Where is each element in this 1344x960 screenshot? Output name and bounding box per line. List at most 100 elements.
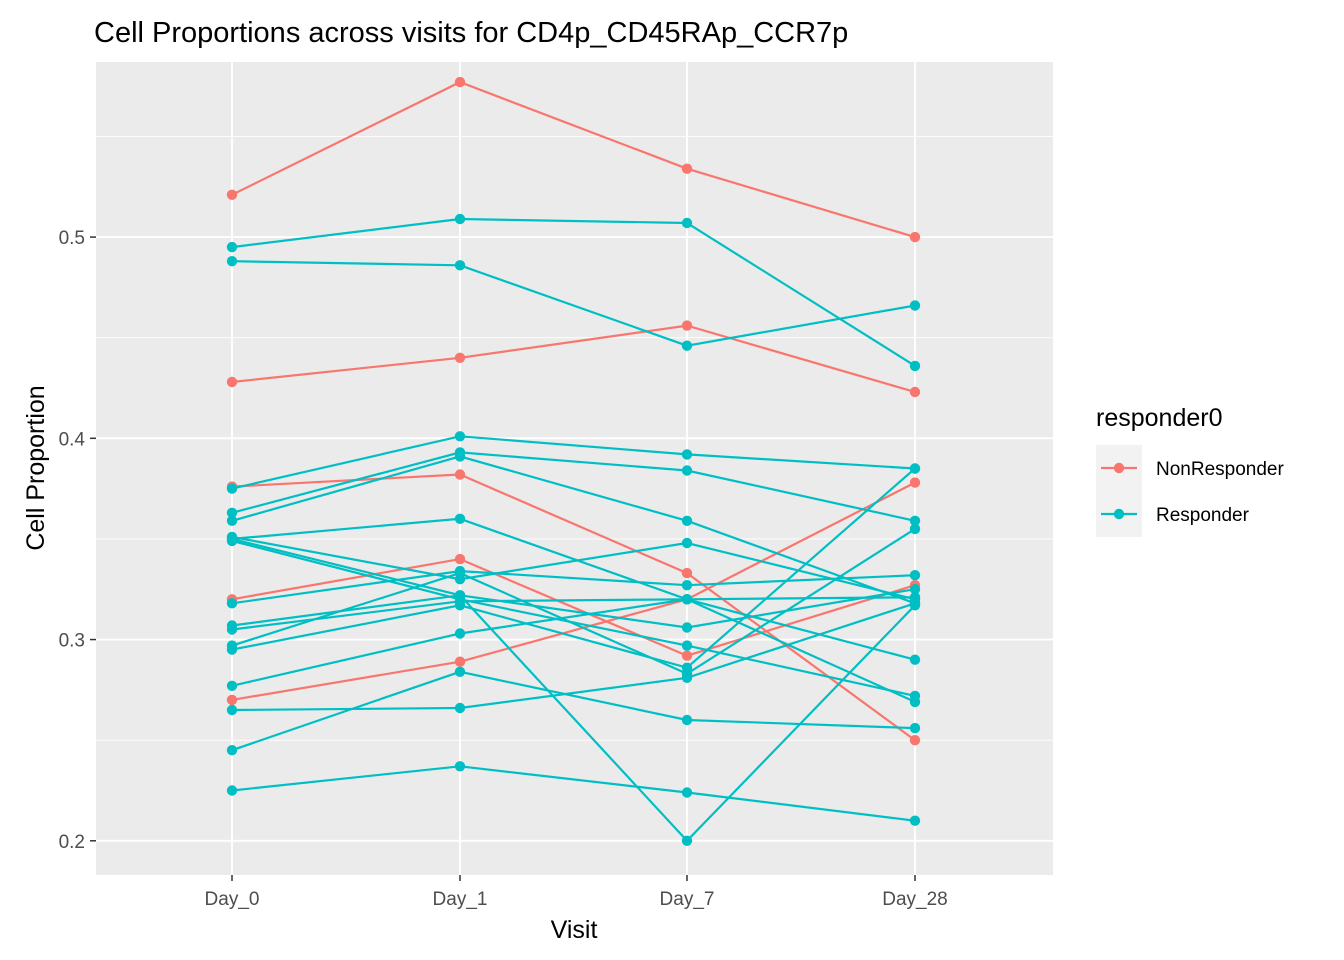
series-line (231, 80, 916, 239)
data-point (681, 622, 693, 633)
legend-title: responder0 (1096, 404, 1222, 432)
data-point (681, 217, 693, 229)
data-point (454, 451, 466, 462)
data-point (681, 340, 693, 351)
x-axis-title: Visit (551, 916, 598, 944)
data-point (681, 650, 693, 661)
data-point (454, 553, 466, 565)
data-point (909, 523, 921, 535)
series-line (231, 557, 916, 657)
legend-entry-label: NonResponder (1156, 459, 1284, 480)
series-line (231, 473, 916, 742)
series-line (231, 260, 916, 347)
plot-panel (96, 62, 1053, 875)
data-point (909, 515, 921, 526)
data-point (909, 300, 921, 311)
series-line (231, 324, 916, 394)
data-point (909, 231, 921, 243)
data-point (226, 507, 238, 518)
chart-title: Cell Proportions across visits for CD4p_… (94, 17, 848, 49)
data-point (681, 594, 693, 605)
data-point (454, 513, 466, 524)
axes: 0.2 0.3 0.4 0.5 Day_0 Day_1 Day_7 Day_28 (59, 228, 948, 910)
data-point (454, 590, 466, 601)
data-point (454, 76, 466, 88)
legend-entry-label: Responder (1156, 505, 1250, 526)
data-point (226, 241, 238, 253)
data-point (226, 624, 238, 635)
data-point (226, 376, 238, 388)
data-point (681, 640, 693, 651)
data-point (909, 360, 921, 372)
series-line (231, 451, 916, 522)
data-point (909, 477, 921, 488)
data-point (681, 672, 693, 683)
data-point (681, 515, 693, 526)
y-tick-label: 0.2 (59, 832, 85, 853)
data-point (454, 213, 466, 225)
series-line (231, 435, 916, 490)
data-point (454, 352, 466, 363)
series-line (231, 569, 916, 605)
data-point (454, 666, 466, 677)
data-point (226, 256, 238, 267)
data-point (226, 189, 238, 200)
x-tick-label: Day_7 (660, 889, 715, 910)
data-point (681, 580, 693, 591)
series-line (231, 598, 916, 703)
data-point (454, 469, 466, 480)
data-point (454, 761, 466, 772)
data-point (226, 694, 238, 706)
data-point (681, 835, 693, 846)
data-point (681, 163, 693, 174)
data-point (681, 449, 693, 460)
series-line (231, 455, 916, 605)
data-point (909, 570, 921, 581)
data-point (226, 598, 238, 609)
legend-key-point (1113, 508, 1125, 520)
data-point (226, 704, 238, 716)
series-line (231, 596, 916, 631)
data-point (909, 600, 921, 611)
y-tick-label: 0.4 (59, 429, 86, 450)
data-point (681, 320, 693, 331)
data-point (909, 386, 921, 398)
series-line (231, 217, 916, 367)
data-point (454, 431, 466, 442)
x-tick-label: Day_1 (433, 889, 488, 910)
legend-key-point (1113, 462, 1125, 474)
data-point (454, 260, 466, 271)
data-point (454, 702, 466, 714)
x-tick-label: Day_28 (882, 889, 948, 910)
points-layer (226, 76, 921, 846)
data-point (226, 680, 238, 691)
data-point (909, 722, 921, 734)
data-point (681, 787, 693, 798)
data-point (226, 644, 238, 655)
series-line (231, 765, 916, 822)
y-tick-label: 0.3 (59, 631, 85, 652)
data-point (681, 567, 693, 579)
data-point (454, 628, 466, 639)
series-line (231, 467, 916, 669)
data-point (909, 654, 921, 665)
data-point (226, 515, 238, 526)
data-point (909, 735, 921, 746)
data-point (681, 662, 693, 673)
data-point (454, 567, 466, 579)
data-point (909, 463, 921, 474)
series-line (231, 527, 916, 676)
y-tick-label: 0.5 (59, 228, 85, 249)
series-line (231, 481, 916, 701)
y-axis-title: Cell Proportion (22, 385, 50, 550)
data-point (454, 656, 466, 667)
data-point (681, 537, 693, 549)
data-point (681, 465, 693, 476)
series-line (231, 602, 916, 712)
data-point (909, 815, 921, 826)
legend: responder0 NonResponder Responder (1096, 404, 1284, 537)
data-point (226, 745, 238, 756)
data-point (909, 696, 921, 708)
series-line (231, 535, 916, 601)
